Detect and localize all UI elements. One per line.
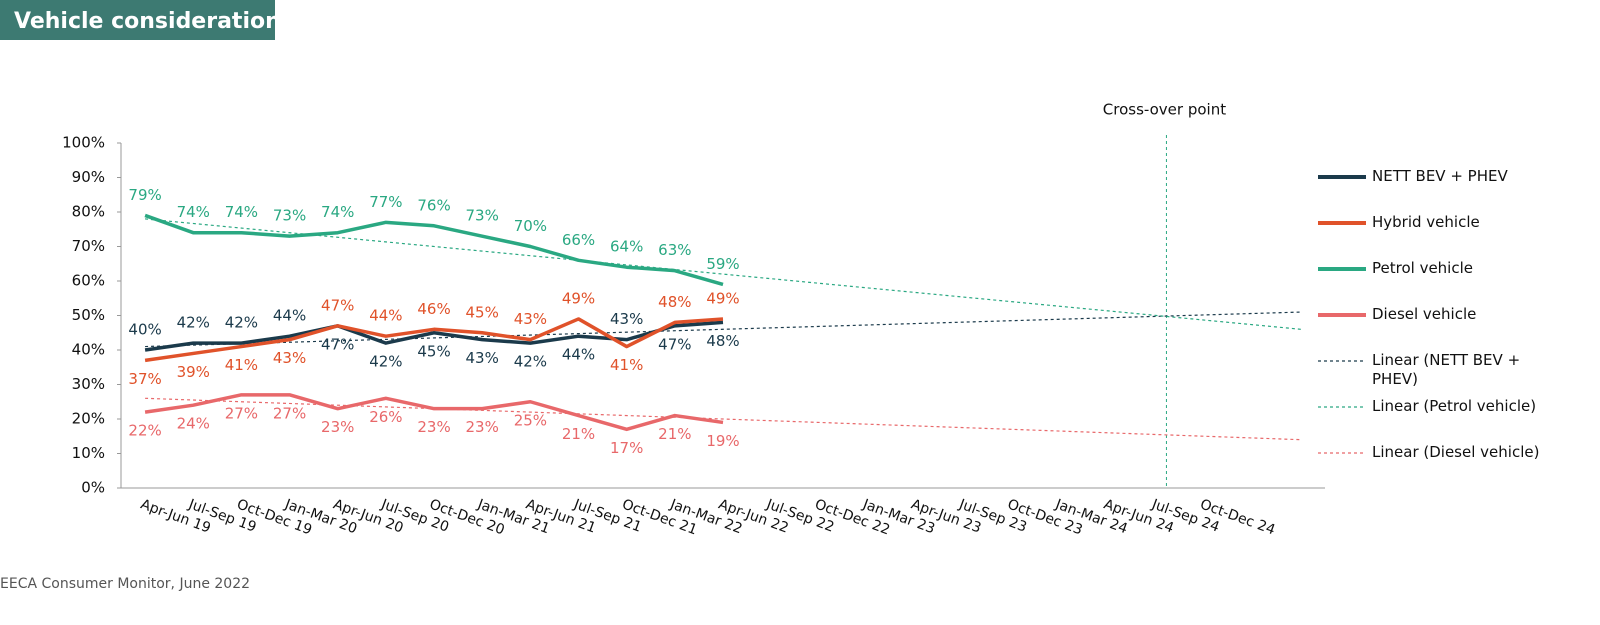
data-label: 43% [466, 349, 499, 367]
data-label: 41% [610, 356, 643, 374]
data-label: 24% [177, 415, 210, 433]
data-label: 46% [417, 300, 450, 318]
data-label: 40% [128, 321, 161, 339]
legend-label: Petrol vehicle [1372, 259, 1473, 277]
data-label: 76% [417, 196, 450, 214]
trendline [145, 218, 1301, 330]
data-label: 25% [514, 411, 547, 429]
data-label: 42% [514, 353, 547, 371]
y-tick-label: 70% [72, 237, 105, 255]
y-tick-label: 40% [72, 341, 105, 359]
y-tick-label: 90% [72, 168, 105, 186]
data-label: 42% [225, 314, 258, 332]
data-label: 47% [321, 296, 354, 314]
data-label: 27% [273, 404, 306, 422]
data-label: 77% [369, 193, 402, 211]
data-label: 39% [177, 363, 210, 381]
data-label: 45% [466, 303, 499, 321]
data-label: 66% [562, 231, 595, 249]
data-label: 47% [321, 335, 354, 353]
series-line [144, 213, 724, 287]
data-label: 42% [177, 314, 210, 332]
data-label: 49% [706, 289, 739, 307]
legend-label: NETT BEV + PHEV [1372, 167, 1508, 185]
data-label: 49% [562, 289, 595, 307]
data-label: 44% [562, 346, 595, 364]
series-line [144, 393, 724, 432]
data-label: 74% [225, 203, 258, 221]
data-label: 43% [610, 310, 643, 328]
data-label: 64% [610, 238, 643, 256]
data-label: 73% [273, 207, 306, 225]
y-tick-label: 30% [72, 375, 105, 393]
y-tick-label: 20% [72, 410, 105, 428]
legend-label: Linear (Petrol vehicle) [1372, 397, 1537, 415]
legend-label: Diesel vehicle [1372, 305, 1477, 323]
y-tick-label: 60% [72, 272, 105, 290]
data-label: 23% [321, 418, 354, 436]
y-tick-label: 0% [81, 479, 105, 497]
data-label: 74% [321, 203, 354, 221]
y-tick-label: 80% [72, 203, 105, 221]
data-label: 23% [417, 418, 450, 436]
title-box [0, 0, 275, 40]
data-label: 42% [369, 353, 402, 371]
data-label: 70% [514, 217, 547, 235]
data-label: 43% [273, 349, 306, 367]
legend-label: Linear (NETT BEV + PHEV) [1372, 351, 1521, 388]
data-label: 41% [225, 356, 258, 374]
data-label: 44% [273, 307, 306, 325]
data-label: 23% [466, 418, 499, 436]
legend-label: Hybrid vehicle [1372, 213, 1480, 231]
data-label: 22% [128, 422, 161, 440]
series-line [144, 320, 724, 352]
y-tick-label: 50% [72, 306, 105, 324]
data-label: 47% [658, 335, 691, 353]
data-label: 63% [658, 241, 691, 259]
y-tick-label: 100% [62, 134, 105, 152]
chart-title: Vehicle consideration [14, 9, 281, 34]
data-label: 21% [562, 425, 595, 443]
data-label: 19% [706, 432, 739, 450]
data-label: 74% [177, 203, 210, 221]
trendline [145, 397, 1301, 441]
data-label: 48% [658, 293, 691, 311]
data-label: 43% [514, 310, 547, 328]
data-label: 44% [369, 307, 402, 325]
data-label: 21% [658, 425, 691, 443]
data-label: 27% [225, 404, 258, 422]
data-label: 48% [706, 332, 739, 350]
data-label: 73% [466, 207, 499, 225]
legend-label: Linear (Diesel vehicle) [1372, 443, 1540, 461]
series-line [144, 317, 724, 363]
y-tick-label: 10% [72, 444, 105, 462]
data-label: 79% [128, 186, 161, 204]
source: EECA Consumer Monitor, June 2022 [0, 576, 250, 592]
data-label: 26% [369, 408, 402, 426]
data-label: 59% [706, 255, 739, 273]
trendline [145, 311, 1301, 348]
data-label: 17% [610, 439, 643, 457]
data-label: 37% [128, 370, 161, 388]
annotation: Cross-over point [1103, 101, 1226, 119]
data-label: 45% [417, 342, 450, 360]
